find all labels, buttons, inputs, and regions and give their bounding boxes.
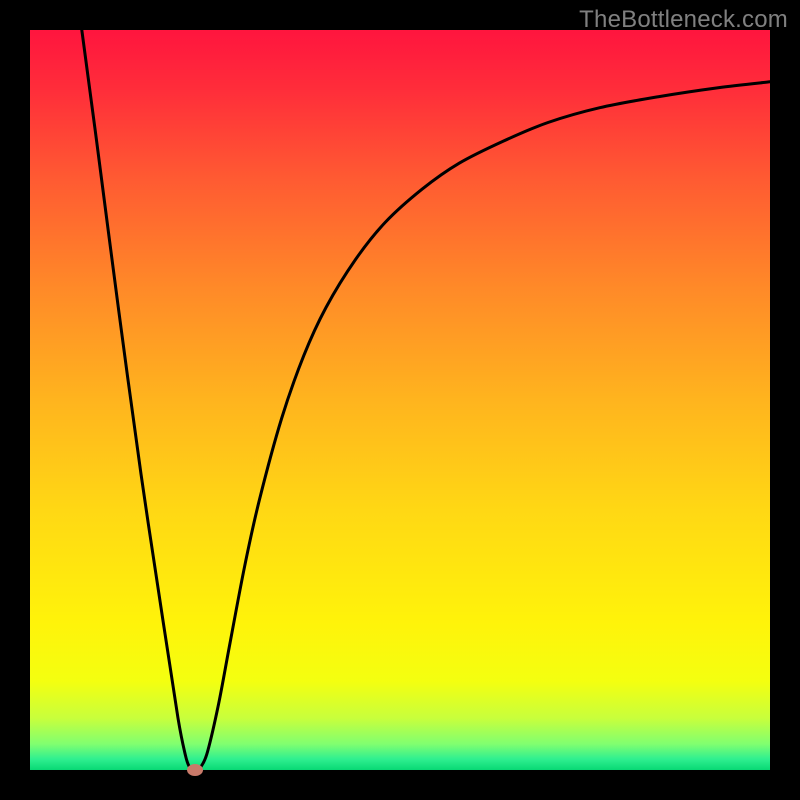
chart-container: TheBottleneck.com [0, 0, 800, 800]
watermark-text: TheBottleneck.com [579, 6, 788, 34]
minimum-marker [187, 764, 203, 776]
plot-background [30, 30, 770, 770]
bottleneck-chart [0, 0, 800, 800]
